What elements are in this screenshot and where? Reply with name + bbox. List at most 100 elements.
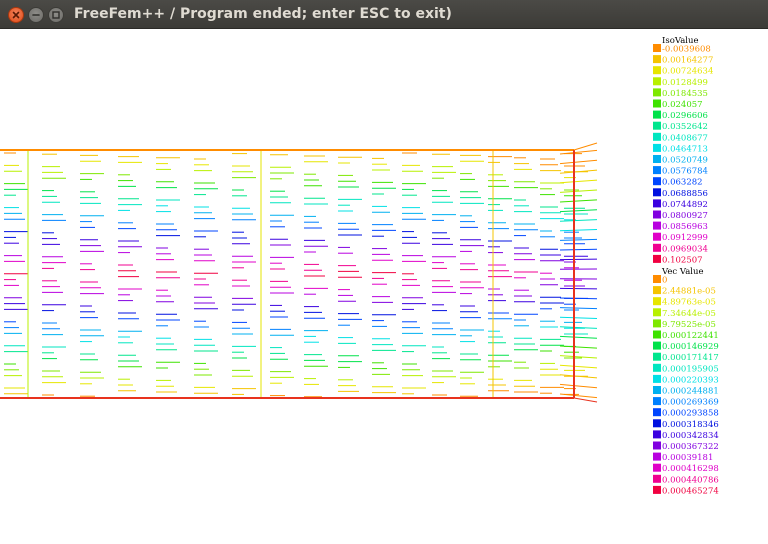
legend-swatch (653, 155, 661, 163)
outlet-streamline (560, 317, 597, 318)
outlet-streamline (560, 200, 597, 202)
legend-swatch (653, 319, 661, 327)
legend-value: 0.0856963 (662, 222, 708, 232)
window-titlebar[interactable]: FreeFem++ / Program ended; enter ESC to … (0, 0, 768, 29)
legend-value: 0.000146929 (662, 342, 719, 352)
legend-value: 7.34644e-05 (662, 309, 716, 319)
legend-swatch (653, 144, 661, 152)
legend-swatch (653, 342, 661, 350)
legend-value: 0.102507 (662, 255, 703, 265)
outlet-streamline (560, 160, 597, 163)
legend-swatch (653, 364, 661, 372)
legend-swatch (653, 430, 661, 438)
outlet-streamline (560, 249, 597, 250)
legend-value: 0.0800927 (662, 211, 708, 221)
legend-value: 0.00724634 (662, 67, 713, 77)
legend-swatch (653, 166, 661, 174)
legend-value: 0.0520749 (662, 156, 708, 166)
legend-swatch (653, 375, 661, 383)
legend-value: 0.00164277 (662, 56, 713, 66)
flow-plot: IsoValue-0.00396080.001642770.007246340.… (0, 30, 768, 540)
outlet-streamline (560, 180, 597, 183)
legend-value: 0.0184535 (662, 89, 708, 99)
boundary-fan-bottom (574, 398, 597, 402)
legend-swatch (653, 211, 661, 219)
legend-value: 0.0464713 (662, 144, 708, 154)
legend-value: 0.063282 (662, 178, 703, 188)
iso-value-legend: IsoValue-0.00396080.001642770.007246340.… (653, 36, 713, 265)
outlet-streamline (560, 308, 597, 309)
legend-swatch (653, 386, 661, 394)
maximize-icon (49, 8, 63, 22)
legend-swatch (653, 255, 661, 263)
legend-swatch (653, 331, 661, 339)
minimize-window-button[interactable] (28, 7, 44, 23)
vector-field (4, 150, 597, 398)
legend-value: 0.0969034 (662, 244, 708, 254)
legend-value: 0.000244881 (662, 387, 719, 397)
vec-value-legend: Vec Value02.44881e-054.89763e-057.34644e… (653, 267, 719, 496)
legend-swatch (653, 408, 661, 416)
legend-value: 0.000171417 (662, 353, 719, 363)
legend-swatch (653, 66, 661, 74)
outlet-streamline (560, 210, 597, 212)
legend-swatch (653, 297, 661, 305)
legend-value: 0.0576784 (662, 167, 708, 177)
legend-value: 0.00039181 (662, 453, 713, 463)
legend-swatch (653, 133, 661, 141)
legend-swatch (653, 286, 661, 294)
outlet-streamline (560, 336, 597, 338)
outlet-streamline (560, 365, 597, 368)
legend-swatch (653, 475, 661, 483)
outlet-streamline (560, 346, 597, 348)
window-title: FreeFem++ / Program ended; enter ESC to … (74, 6, 452, 22)
legend-value: 0 (662, 276, 667, 286)
outlet-streamline (560, 239, 597, 240)
legend-swatch (653, 442, 661, 450)
legend-value: 0.0912999 (662, 233, 708, 243)
legend-swatch (653, 233, 661, 241)
legend-swatch (653, 88, 661, 96)
legend-value: 0.000367322 (662, 442, 719, 452)
legend-value: 0.000465274 (662, 486, 719, 496)
legend-value: 0.0352642 (662, 122, 708, 132)
boundary-fan-top (574, 143, 597, 150)
legend-value: -0.0039608 (662, 45, 711, 55)
legend-swatch (653, 397, 661, 405)
minimize-icon (29, 8, 43, 22)
legend-value: 0.0128499 (662, 78, 708, 88)
maximize-window-button[interactable] (48, 7, 64, 23)
legend-value: 0.000416298 (662, 464, 719, 474)
legend-value: 0.0296606 (662, 111, 708, 121)
domain-boundary (0, 143, 597, 402)
legend-value: 0.000342834 (662, 431, 719, 441)
legend-value: 0.000269369 (662, 398, 719, 408)
legend-swatch (653, 486, 661, 494)
close-icon (9, 8, 23, 22)
legend-swatch (653, 44, 661, 52)
legend-swatch (653, 419, 661, 427)
legend-value: 0.0688856 (662, 189, 708, 199)
legend-swatch (653, 111, 661, 119)
outlet-streamline (560, 384, 597, 387)
legend-swatch (653, 177, 661, 185)
legend-value: 0.000440786 (662, 475, 719, 485)
legend-value: 0.000293858 (662, 409, 719, 419)
close-window-button[interactable] (8, 7, 24, 23)
legend-swatch (653, 100, 661, 108)
outlet-streamline (560, 230, 597, 231)
legend-swatch (653, 122, 661, 130)
legend-swatch (653, 453, 661, 461)
legend-swatch (653, 244, 661, 252)
legend-value: 0.000122441 (662, 331, 719, 341)
legend-swatch (653, 464, 661, 472)
legend-swatch (653, 55, 661, 63)
legend-value: 4.89763e-05 (662, 298, 716, 308)
legend-value: 0.0408677 (662, 133, 708, 143)
legend-value: 0.024057 (662, 100, 703, 110)
legend-value: 9.79525e-05 (662, 320, 716, 330)
legend-swatch (653, 188, 661, 196)
legend-swatch (653, 199, 661, 207)
legend-swatch (653, 353, 661, 361)
